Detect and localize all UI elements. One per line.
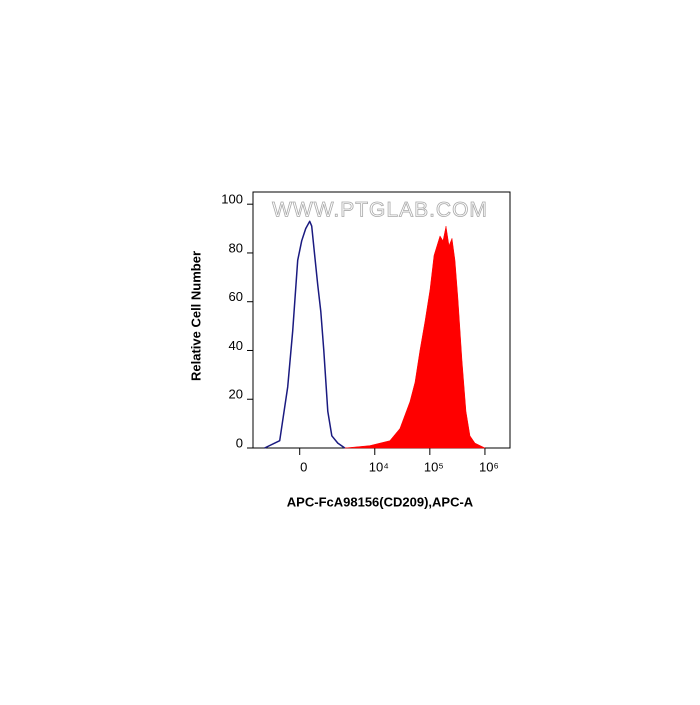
y-tick-label: 20 xyxy=(229,387,243,402)
x-tick-label: 10⁴ xyxy=(369,459,389,474)
histogram-line xyxy=(264,220,346,449)
watermark: WWW.PTGLAB.COM xyxy=(272,199,488,222)
x-tick-label: 10⁵ xyxy=(424,459,444,474)
x-axis-label: APC-FcA98156(CD209),APC-A xyxy=(287,494,474,509)
y-tick-label: 100 xyxy=(221,192,243,207)
x-tick-label: 0 xyxy=(300,459,307,474)
y-tick-label: 0 xyxy=(236,435,243,450)
x-tick-label: 10⁶ xyxy=(479,459,499,474)
histogram-area xyxy=(344,225,486,449)
y-tick-label: 60 xyxy=(229,289,243,304)
y-tick-label: 80 xyxy=(229,240,243,255)
y-tick-label: 40 xyxy=(229,338,243,353)
y-axis-label: Relative Cell Number xyxy=(188,251,203,381)
plot-frame xyxy=(252,191,511,449)
